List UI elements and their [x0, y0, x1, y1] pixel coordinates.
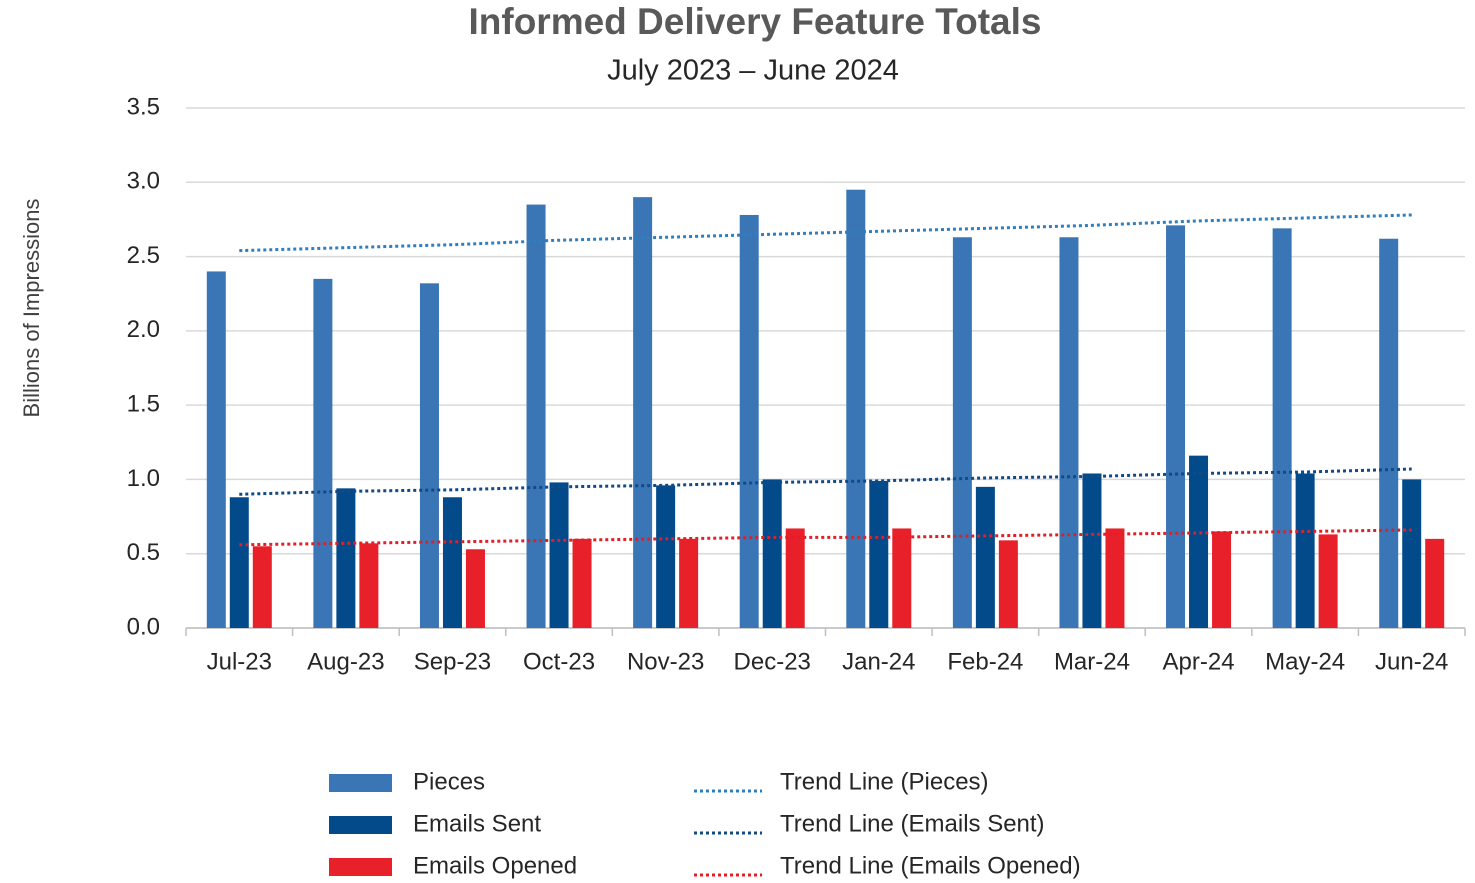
legend-swatch: [329, 858, 392, 876]
bar: [549, 482, 569, 628]
y-tick-label: 0.5: [127, 539, 160, 566]
legend-label: Emails Opened: [413, 852, 577, 879]
bar: [1166, 225, 1186, 628]
bar: [206, 271, 226, 628]
chart-subtitle: July 2023 – June 2024: [607, 55, 899, 87]
legend-swatch: [329, 816, 392, 834]
x-tick-label: Jan-24: [842, 648, 915, 675]
bar: [572, 538, 592, 628]
bar: [846, 189, 866, 628]
y-tick-label: 3.5: [127, 93, 160, 120]
bar: [419, 283, 439, 628]
legend-label: Trend Line (Emails Opened): [780, 852, 1081, 879]
bar: [336, 488, 356, 628]
bar: [252, 546, 272, 628]
bar: [1082, 473, 1102, 628]
bar: [1295, 473, 1315, 628]
bar: [442, 497, 462, 628]
bar: [975, 486, 995, 628]
y-tick-label: 2.5: [127, 242, 160, 269]
bar: [1318, 534, 1338, 628]
bar: [1425, 538, 1445, 628]
x-tick-label: Jun-24: [1375, 648, 1448, 675]
bar: [1059, 237, 1079, 628]
x-tick-label: May-24: [1265, 648, 1345, 675]
bar: [229, 497, 249, 628]
bar: [526, 204, 546, 629]
x-tick-label: Sep-23: [414, 648, 491, 675]
x-tick-label: Aug-23: [307, 648, 384, 675]
y-axis-label: Billions of Impressions: [19, 199, 44, 418]
trend-line: [239, 467, 1412, 496]
bar: [313, 278, 333, 628]
legend-label: Trend Line (Pieces): [780, 768, 989, 795]
y-tick-label: 1.0: [127, 465, 160, 492]
bar: [1272, 228, 1292, 629]
x-tick-label: Jul-23: [207, 648, 272, 675]
bar: [633, 197, 653, 628]
x-tick-label: Mar-24: [1054, 648, 1130, 675]
bar: [1189, 455, 1209, 628]
y-tick-label: 2.0: [127, 316, 160, 343]
y-tick-label: 3.0: [127, 168, 160, 195]
chart-title: Informed Delivery Feature Totals: [469, 1, 1042, 42]
bar: [1212, 531, 1232, 628]
legend-label: Pieces: [413, 768, 485, 795]
trend-line: [239, 528, 1412, 547]
bar: [739, 214, 759, 628]
x-tick-label: Apr-24: [1163, 648, 1235, 675]
bar: [785, 528, 805, 628]
bar: [656, 485, 676, 628]
bar: [679, 538, 699, 628]
legend-label: Trend Line (Emails Sent): [780, 810, 1045, 837]
x-tick-label: Dec-23: [734, 648, 811, 675]
bar: [762, 479, 782, 628]
x-tick-label: Nov-23: [627, 648, 704, 675]
bar: [869, 480, 889, 628]
bar: [952, 237, 972, 628]
bar: [1379, 238, 1399, 628]
bar: [1105, 528, 1125, 628]
legend-label: Emails Sent: [413, 810, 541, 837]
trend-line: [239, 213, 1412, 253]
y-tick-label: 0.0: [127, 613, 160, 640]
bar: [1402, 479, 1422, 628]
bar: [359, 543, 379, 628]
x-tick-label: Feb-24: [947, 648, 1023, 675]
bar: [465, 549, 485, 628]
bar: [892, 528, 912, 628]
x-tick-label: Oct-23: [523, 648, 595, 675]
legend-swatch: [329, 774, 392, 792]
bar: [998, 540, 1018, 628]
y-tick-label: 1.5: [127, 390, 160, 417]
